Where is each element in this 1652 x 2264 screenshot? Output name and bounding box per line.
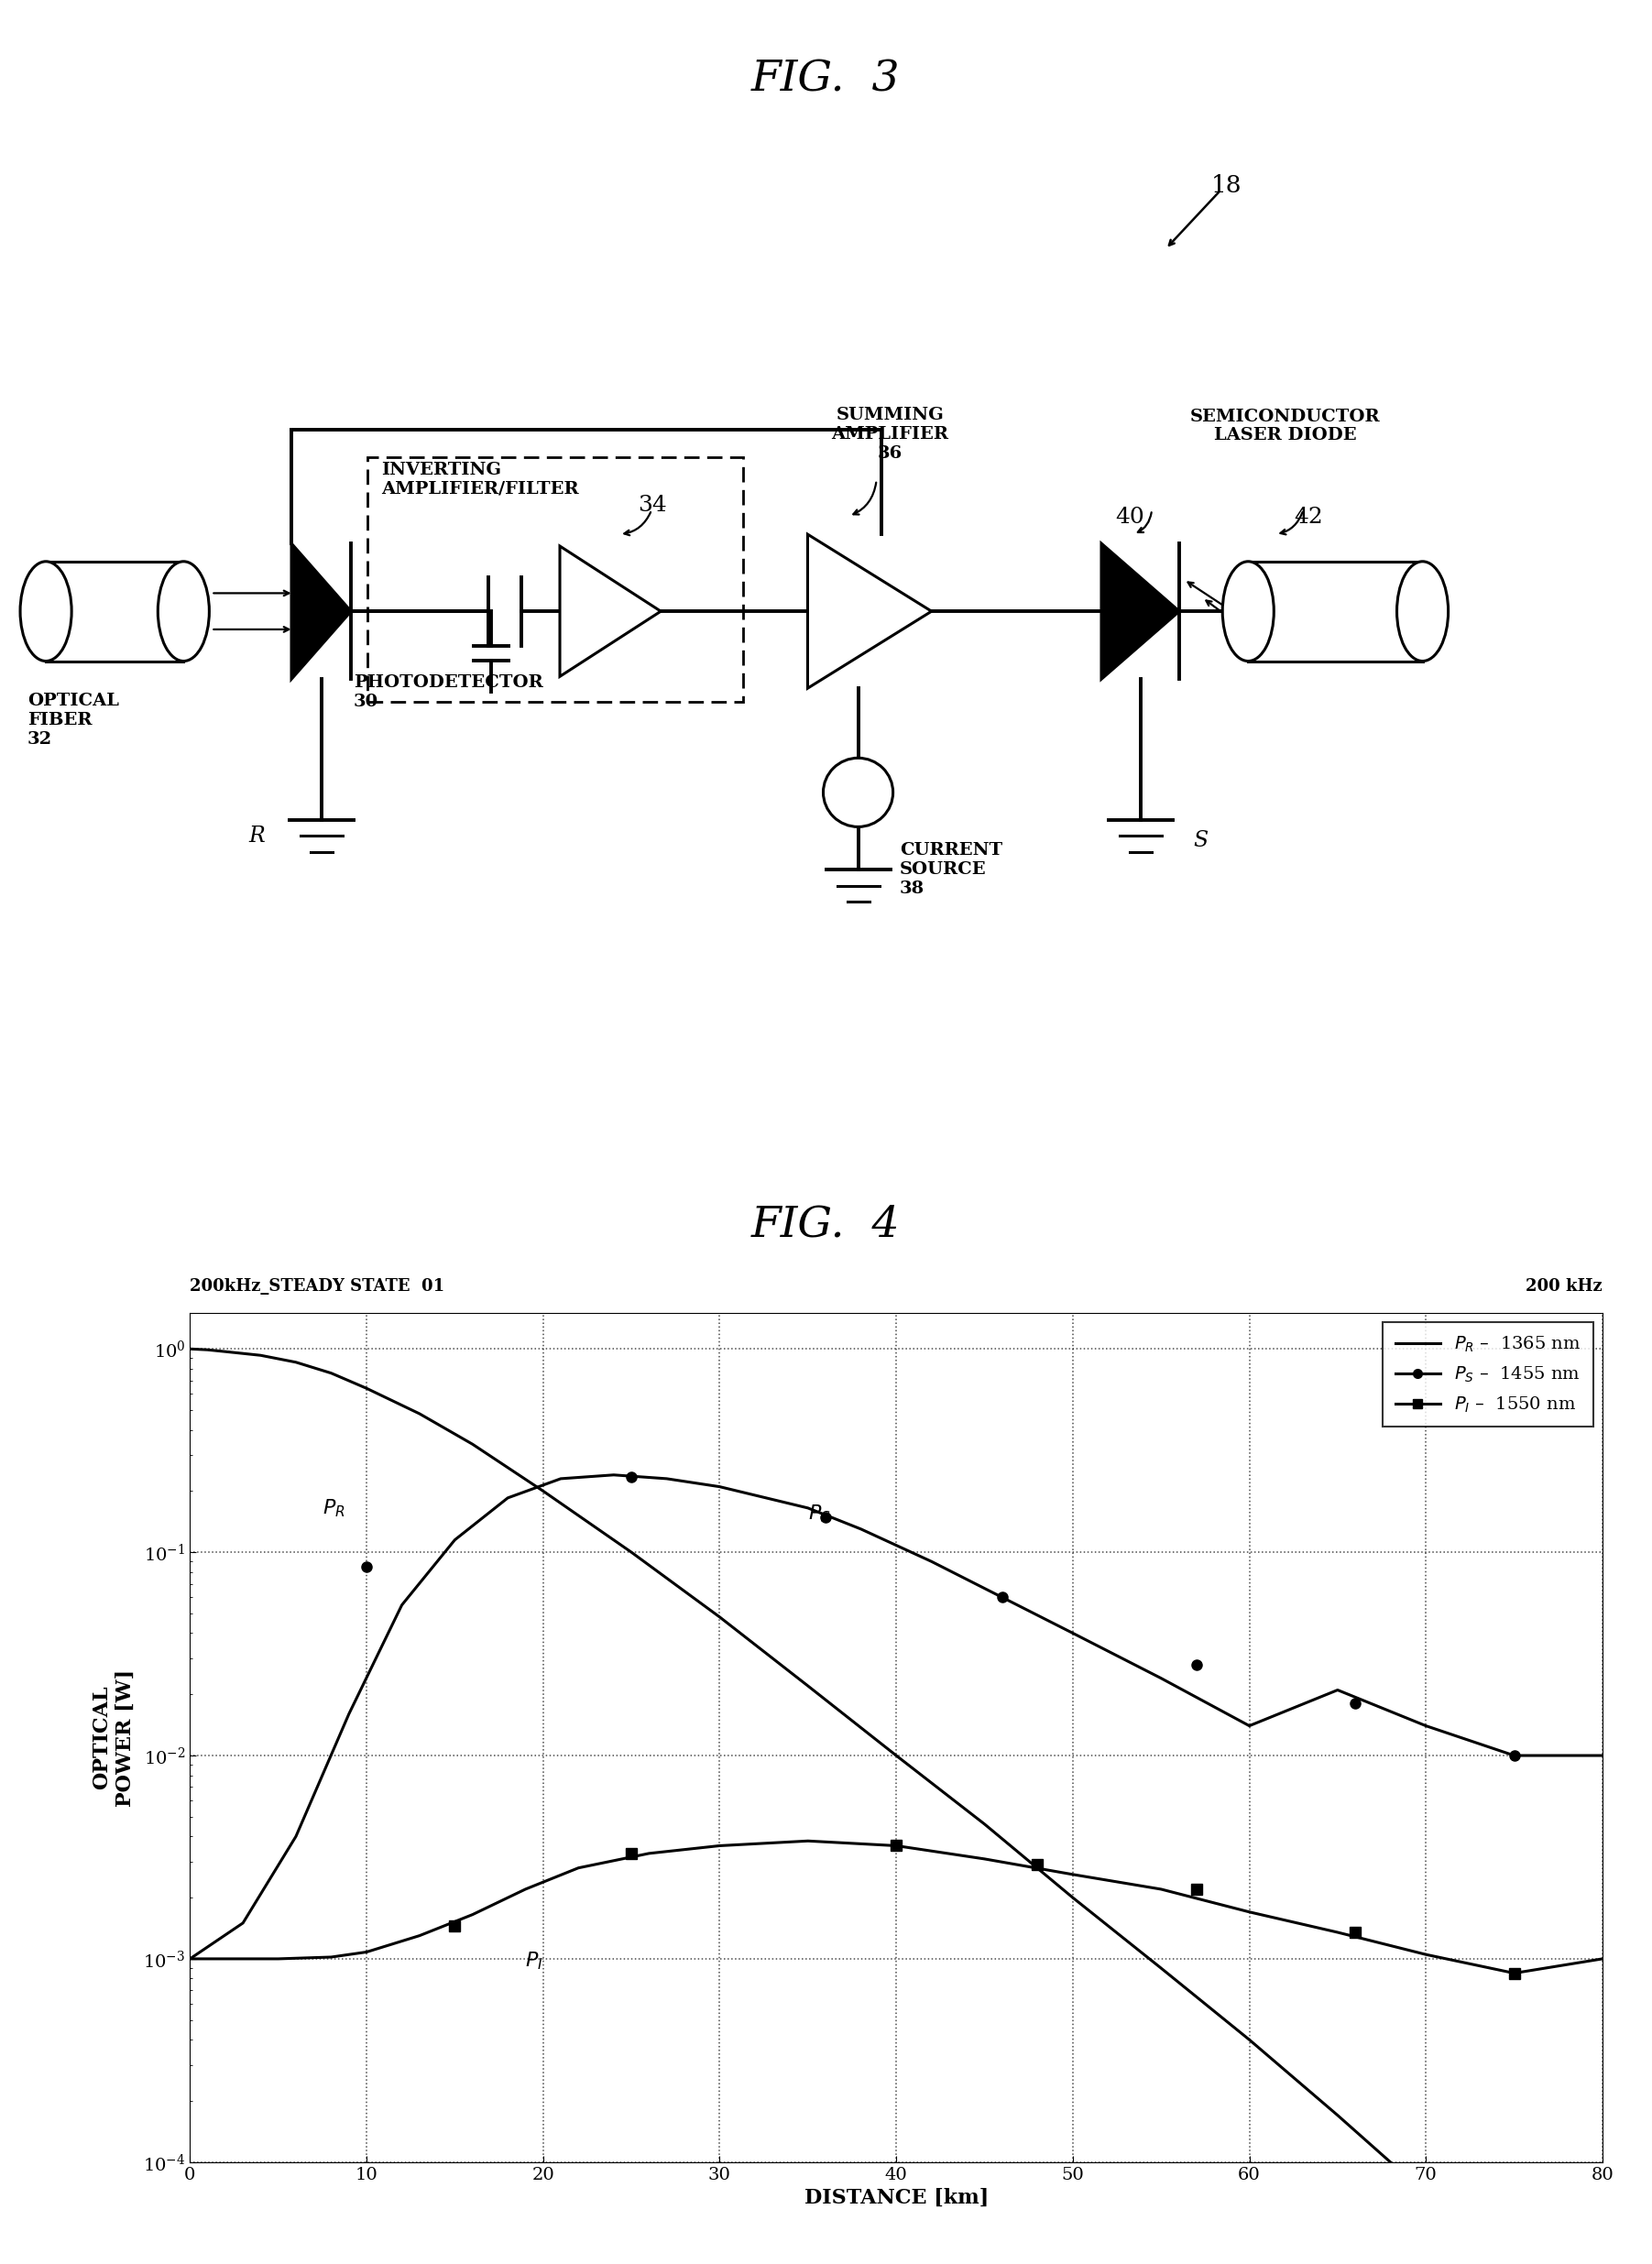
Text: $P_S$: $P_S$	[808, 1503, 831, 1524]
Polygon shape	[291, 543, 352, 679]
Text: SUMMING
AMPLIFIER
36: SUMMING AMPLIFIER 36	[831, 408, 948, 462]
Ellipse shape	[1398, 561, 1449, 661]
Text: 34: 34	[638, 496, 667, 516]
Bar	[1249, 561, 1422, 661]
Text: 200kHz_STEADY STATE  01: 200kHz_STEADY STATE 01	[190, 1277, 444, 1295]
Text: S: S	[1193, 831, 1208, 851]
Text: SEMICONDUCTOR
LASER DIODE: SEMICONDUCTOR LASER DIODE	[1189, 408, 1379, 444]
Y-axis label: OPTICAL
POWER [W]: OPTICAL POWER [W]	[93, 1669, 135, 1807]
Ellipse shape	[159, 561, 210, 661]
Text: 40: 40	[1115, 507, 1145, 528]
X-axis label: DISTANCE [km]: DISTANCE [km]	[805, 2189, 988, 2207]
Bar	[46, 561, 183, 661]
Ellipse shape	[1222, 561, 1274, 661]
Text: CURRENT
SOURCE
38: CURRENT SOURCE 38	[899, 842, 1003, 897]
Text: 18: 18	[1211, 174, 1242, 197]
Text: $P_I$: $P_I$	[525, 1949, 544, 1972]
Circle shape	[823, 758, 894, 826]
Ellipse shape	[20, 561, 71, 661]
Text: 42: 42	[1294, 507, 1323, 528]
Polygon shape	[1102, 543, 1180, 679]
Polygon shape	[560, 546, 661, 677]
Text: INVERTING
AMPLIFIER/FILTER: INVERTING AMPLIFIER/FILTER	[382, 462, 578, 498]
Text: +: +	[816, 584, 838, 611]
Text: R: R	[249, 826, 264, 847]
Text: OPTICAL
FIBER
32: OPTICAL FIBER 32	[28, 693, 119, 747]
Text: FIG.  3: FIG. 3	[752, 59, 900, 100]
Bar	[367, 457, 743, 702]
Polygon shape	[808, 534, 932, 688]
Text: i: i	[854, 781, 862, 804]
Text: 200 kHz: 200 kHz	[1526, 1277, 1602, 1295]
Text: FIG.  4: FIG. 4	[752, 1204, 900, 1245]
Legend: $P_R$ –  1365 nm, $P_S$ –  1455 nm, $P_I$ –  1550 nm: $P_R$ – 1365 nm, $P_S$ – 1455 nm, $P_I$ …	[1383, 1322, 1594, 1426]
Text: $P_R$: $P_R$	[322, 1497, 345, 1519]
Text: −: −	[567, 591, 588, 616]
Text: PHOTODETECTOR
30: PHOTODETECTOR 30	[354, 675, 544, 711]
